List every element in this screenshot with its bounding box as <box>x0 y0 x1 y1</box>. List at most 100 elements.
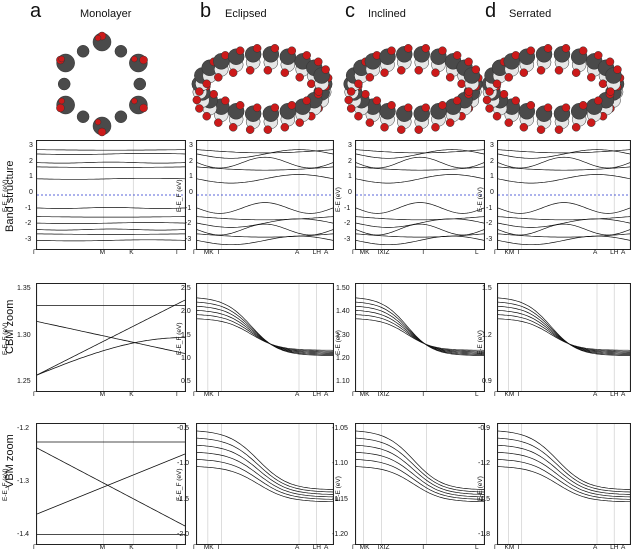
y-tick-label: 2.5 <box>181 285 191 292</box>
band-curve <box>498 318 630 351</box>
band-curve <box>356 156 484 169</box>
y-tick-label: 1.50 <box>336 285 350 292</box>
band-curve <box>356 216 484 221</box>
k-point-label: Γ <box>176 249 180 256</box>
k-point-label: Γ <box>176 391 180 398</box>
band-curve <box>197 466 333 503</box>
band-curve <box>197 235 333 246</box>
k-point-label: Γ <box>494 249 498 256</box>
y-tick-label: 0.5 <box>181 378 191 385</box>
plot-band_c <box>355 140 485 250</box>
y-tick-label: 2 <box>348 157 352 165</box>
band-curve <box>37 216 185 218</box>
y-tick-label: -2 <box>344 220 351 228</box>
band-curve <box>37 299 185 376</box>
k-point-label: Γ <box>352 249 356 256</box>
band-curve <box>197 216 333 221</box>
k-point-label: LH <box>610 391 619 398</box>
k-point-label: Γ <box>193 249 197 256</box>
k-point-label: Γ <box>494 391 498 398</box>
y-tick-label: -1.3 <box>17 478 30 485</box>
k-point-label: Γ <box>193 391 197 398</box>
k-point-label: A <box>593 544 598 551</box>
band-curve <box>197 437 333 493</box>
band-curve <box>197 233 333 238</box>
k-point-label: Γ <box>33 249 37 256</box>
k-point-label: A <box>593 249 598 256</box>
k-point-label: LH <box>312 391 321 398</box>
y-tick-label: -1.5 <box>177 495 190 503</box>
band-curve <box>37 149 185 151</box>
k-point-label: A <box>621 249 626 256</box>
k-point-label: MK <box>203 249 214 256</box>
serrated-structure-image <box>481 44 625 134</box>
band-curve <box>356 174 484 184</box>
band-curve <box>356 459 484 500</box>
band-curve <box>356 149 484 159</box>
band-curve <box>197 305 333 354</box>
y-tick-label: -1 <box>185 204 192 212</box>
band-curve <box>356 166 484 171</box>
y-tick-label: 1.20 <box>336 354 350 362</box>
y-tick-label: -1.05 <box>332 425 348 432</box>
y-tick-label: -3 <box>344 236 351 243</box>
y-tick-label: -1 <box>344 204 351 212</box>
k-point-label: KM <box>504 391 515 398</box>
y-axis-label: E-E_F (eV) <box>176 468 183 501</box>
k-point-label: A <box>621 544 626 551</box>
k-point-label: A <box>324 391 329 398</box>
band-curve <box>197 218 333 228</box>
k-point-label: Γ <box>494 544 498 551</box>
band-curve <box>37 153 185 155</box>
band-curve <box>37 161 185 164</box>
k-point-label: MK <box>359 544 370 551</box>
y-tick-label: 1.30 <box>17 331 31 339</box>
y-tick-label: -2 <box>25 220 32 228</box>
band-curve <box>37 447 185 527</box>
y-tick-label: 1.35 <box>17 285 31 292</box>
k-point-label: Γ <box>217 249 222 256</box>
k-point-label: M <box>99 391 106 398</box>
band-curve <box>498 444 630 495</box>
band-curve <box>356 430 484 490</box>
y-tick-label: 3 <box>348 142 352 149</box>
k-point-label: A <box>593 391 598 398</box>
band-curve <box>197 444 333 495</box>
band-lines <box>356 284 484 391</box>
plot-band_d <box>497 140 631 250</box>
band-curve <box>356 149 484 154</box>
y-tick-label: 3 <box>29 142 33 149</box>
y-tick-label: -2.0 <box>177 531 190 538</box>
k-point-label: A <box>324 544 329 551</box>
band-curve <box>197 149 333 154</box>
band-curve <box>498 149 630 154</box>
y-tick-label: -1.5 <box>478 495 491 503</box>
k-point-label: Γ <box>33 391 37 398</box>
k-point-label: Γ <box>517 391 522 398</box>
k-point-label: A <box>324 249 329 256</box>
y-tick-label: 0.9 <box>482 378 492 385</box>
band-curve <box>498 166 630 171</box>
k-point-label: A <box>295 391 300 398</box>
band-curve <box>498 305 630 354</box>
y-tick-label: 1.30 <box>336 331 350 339</box>
k-point-label: Γ <box>422 544 426 551</box>
band-lines <box>197 141 333 249</box>
y-axis-label: E-E (eV) <box>335 329 342 355</box>
k-point-label: MK <box>359 391 370 398</box>
band-curve <box>498 437 630 493</box>
y-tick-label: -1 <box>486 204 493 212</box>
band-curve <box>356 444 484 495</box>
k-point-label: Γ <box>422 249 426 256</box>
monolayer-structure-image <box>56 31 148 137</box>
y-axis-label: E-E_F (eV) <box>2 179 9 212</box>
band-curve <box>37 233 185 235</box>
column-title-eclipsed: Eclipsed <box>225 8 267 20</box>
y-tick-label: 0 <box>189 189 193 196</box>
band-lines <box>197 424 333 544</box>
band-curve <box>498 301 630 355</box>
k-point-label: KM <box>504 249 515 256</box>
y-tick-label: 0 <box>490 189 494 196</box>
k-point-label: LH <box>312 249 321 256</box>
band-curve <box>498 202 630 214</box>
